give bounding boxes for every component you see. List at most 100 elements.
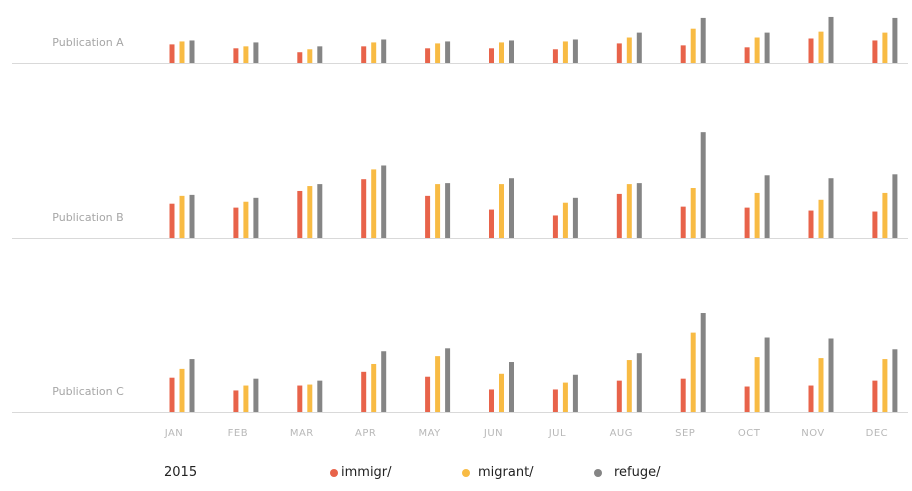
bar-publication-c-dec-immigr [872, 380, 878, 412]
bar-publication-c-aug-refuge [636, 353, 642, 412]
bar-publication-b-jun-refuge [509, 178, 514, 238]
bar-publication-c-sep-immigr [680, 378, 686, 412]
bar-publication-a-jun-refuge [509, 40, 514, 63]
bar-publication-a-aug-immigr [616, 43, 622, 63]
bar-publication-c-nov-refuge [828, 338, 834, 412]
month-label-aug: AUG [610, 428, 633, 439]
bar-publication-a-may-refuge [445, 41, 451, 63]
bar-publication-a-jan-migrant [179, 41, 185, 63]
bar-publication-b-jul-immigr [552, 215, 558, 238]
bar-publication-a-apr-migrant [371, 42, 377, 63]
month-label-nov: NOV [801, 428, 825, 439]
bar-publication-b-jun-immigr [489, 209, 494, 238]
bar-publication-b-apr-immigr [361, 179, 367, 238]
bar-publication-a-jul-migrant [562, 41, 568, 63]
bar-publication-b-feb-refuge [253, 197, 259, 238]
bar-publication-b-mar-immigr [297, 190, 303, 238]
bar-publication-c-feb-immigr [233, 390, 239, 412]
bar-publication-c-sep-migrant [690, 332, 696, 412]
legend-dot-immigr [330, 468, 338, 477]
bar-publication-a-oct-refuge [764, 32, 770, 63]
legend-item-immigr: immigr/ [330, 465, 392, 480]
bar-publication-b-jan-immigr [169, 203, 175, 238]
month-label-dec: DEC [866, 428, 889, 439]
bar-publication-a-jun-migrant [499, 42, 504, 63]
bar-publication-c-mar-migrant [307, 384, 313, 412]
bar-publication-b-dec-immigr [872, 211, 878, 238]
bar-publication-c-jul-immigr [552, 389, 558, 412]
legend-item-migrant: migrant/ [462, 465, 534, 480]
month-label-feb: FEB [228, 428, 248, 439]
bar-publication-c-apr-refuge [381, 351, 387, 412]
bar-publication-a-oct-migrant [754, 37, 760, 63]
bar-publication-a-feb-migrant [243, 46, 249, 63]
bar-publication-a-jan-immigr [169, 44, 175, 63]
bar-publication-b-feb-immigr [233, 207, 239, 238]
legend-label-refuge: refuge/ [614, 465, 661, 480]
legend-label-immigr: immigr/ [341, 465, 392, 480]
panel-label-publication-a: Publication A [52, 36, 124, 49]
bar-publication-b-oct-refuge [764, 175, 770, 238]
bar-publication-c-dec-refuge [892, 349, 898, 412]
bar-publication-a-mar-immigr [297, 52, 303, 63]
month-label-mar: MAR [290, 428, 314, 439]
bar-publication-a-feb-immigr [233, 48, 239, 63]
bar-publication-b-may-immigr [425, 195, 431, 238]
bar-publication-b-aug-refuge [636, 183, 642, 238]
bar-publication-c-jun-refuge [509, 362, 514, 412]
bar-publication-b-jun-migrant [499, 184, 504, 238]
bar-publication-a-jan-refuge [189, 40, 195, 63]
bar-publication-b-dec-migrant [882, 192, 888, 238]
bar-publication-a-aug-migrant [626, 37, 632, 63]
bar-publication-b-feb-migrant [243, 201, 249, 238]
bar-publication-c-aug-immigr [616, 380, 622, 412]
bar-publication-c-feb-refuge [253, 378, 259, 412]
bar-publication-a-sep-immigr [680, 45, 686, 63]
bar-publication-a-jul-immigr [552, 49, 558, 63]
bar-publication-a-nov-refuge [828, 16, 834, 63]
bar-publication-a-jun-immigr [489, 48, 494, 63]
bar-publication-c-dec-migrant [882, 359, 888, 412]
bar-publication-c-nov-migrant [818, 358, 824, 412]
bar-publication-b-nov-refuge [828, 178, 834, 238]
bar-publication-a-aug-refuge [636, 32, 642, 63]
bar-publication-b-sep-immigr [680, 206, 686, 238]
bar-publication-b-nov-immigr [808, 210, 814, 238]
bar-publication-c-jan-immigr [169, 377, 175, 412]
panel-label-publication-c: Publication C [52, 385, 124, 398]
bar-publication-c-jun-immigr [489, 389, 494, 412]
bar-publication-b-apr-migrant [371, 169, 377, 238]
month-label-may: MAY [418, 428, 441, 439]
bar-publication-a-apr-immigr [361, 46, 367, 63]
month-label-jun: JUN [483, 428, 503, 439]
bar-publication-c-mar-immigr [297, 385, 303, 412]
bar-publication-a-feb-refuge [253, 42, 259, 63]
legend-dot-refuge [594, 468, 602, 477]
bar-publication-b-may-migrant [435, 184, 441, 238]
bar-publication-c-sep-refuge [700, 313, 706, 412]
bar-publication-a-dec-immigr [872, 40, 878, 63]
bar-publication-c-oct-migrant [754, 357, 760, 412]
bar-publication-a-mar-refuge [317, 46, 323, 63]
bar-publication-b-apr-refuge [381, 165, 387, 238]
bar-publication-a-dec-migrant [882, 32, 888, 63]
bar-publication-c-jan-refuge [189, 359, 195, 412]
year-label: 2015 [164, 465, 198, 480]
bar-publication-b-sep-refuge [700, 132, 706, 238]
bar-publication-b-jul-refuge [572, 197, 578, 238]
month-label-jul: JUL [548, 428, 566, 439]
bar-publication-a-nov-migrant [818, 31, 824, 63]
month-label-apr: APR [355, 428, 376, 439]
bar-publication-c-jul-refuge [572, 374, 578, 412]
bar-publication-c-oct-refuge [764, 337, 770, 412]
bar-publication-b-jan-refuge [189, 194, 195, 238]
bar-publication-a-oct-immigr [744, 47, 750, 63]
legend-label-migrant: migrant/ [478, 465, 534, 480]
bar-publication-a-may-migrant [435, 43, 441, 63]
bar-publication-a-sep-migrant [690, 28, 696, 63]
bar-publication-a-dec-refuge [892, 17, 898, 64]
bar-publication-b-mar-migrant [307, 186, 313, 238]
bar-publication-b-may-refuge [445, 183, 451, 238]
bar-publication-b-jan-migrant [179, 195, 185, 238]
month-label-oct: OCT [738, 428, 761, 439]
